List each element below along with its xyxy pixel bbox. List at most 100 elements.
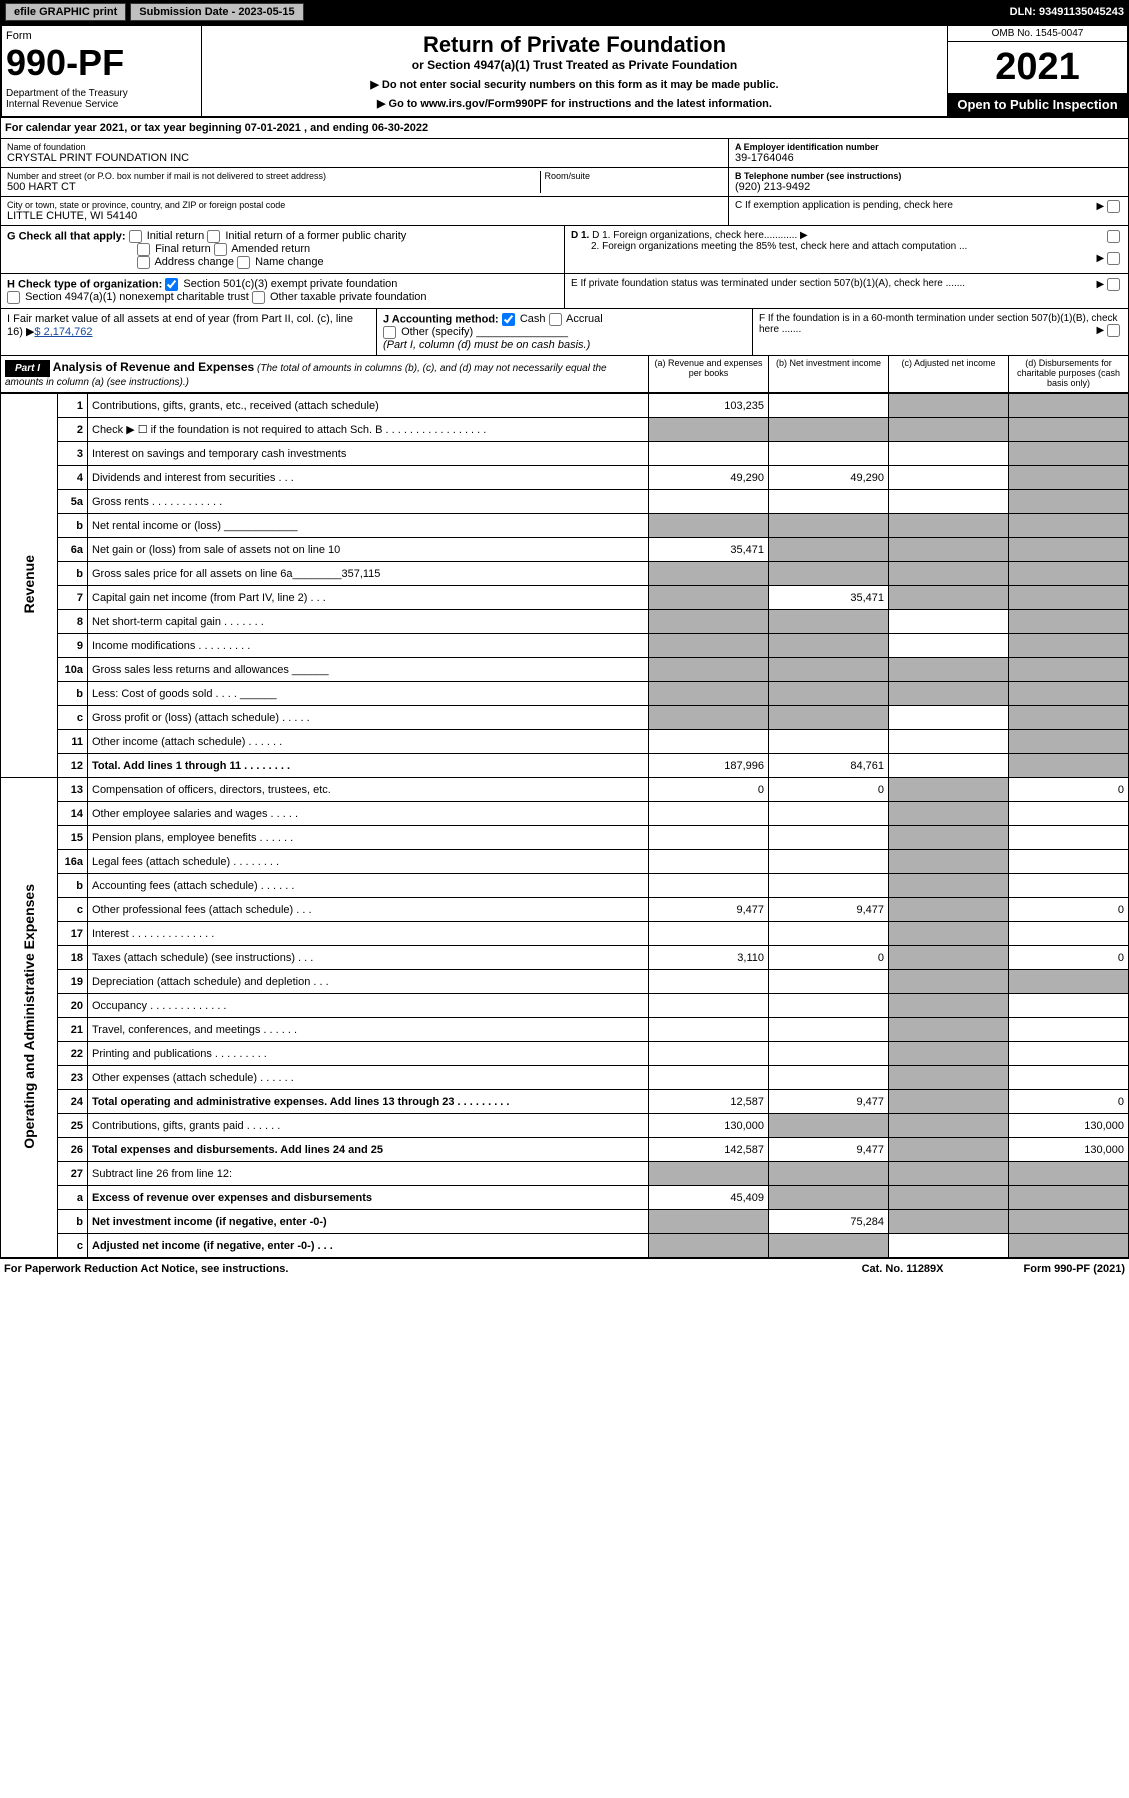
g-initial-return[interactable]	[129, 230, 142, 243]
cell-a	[649, 1018, 769, 1042]
h-other-taxable[interactable]	[252, 291, 265, 304]
i-value: $ 2,174,762	[34, 326, 92, 338]
g-name[interactable]	[237, 256, 250, 269]
cell-c	[889, 1162, 1009, 1186]
room-label: Room/suite	[545, 171, 723, 181]
phone-label: B Telephone number (see instructions)	[735, 171, 1122, 181]
j-note: (Part I, column (d) must be on cash basi…	[383, 339, 590, 351]
cell-a	[649, 562, 769, 586]
cell-a	[649, 850, 769, 874]
part1-title: Analysis of Revenue and Expenses	[53, 360, 254, 374]
row-number: 6a	[58, 538, 88, 562]
cell-c	[889, 1090, 1009, 1114]
h-label: H Check type of organization:	[7, 278, 162, 290]
j-accrual[interactable]	[549, 313, 562, 326]
form-number: 990-PF	[6, 42, 197, 84]
h-501c3[interactable]	[165, 278, 178, 291]
cell-d	[1009, 994, 1129, 1018]
row-number: 15	[58, 826, 88, 850]
g-initial-former[interactable]	[207, 230, 220, 243]
cell-a: 103,235	[649, 394, 769, 418]
table-row: 26Total expenses and disbursements. Add …	[1, 1138, 1129, 1162]
ein-value: 39-1764046	[735, 152, 1122, 164]
row-label: Total expenses and disbursements. Add li…	[88, 1138, 649, 1162]
cell-d: 0	[1009, 946, 1129, 970]
cell-a	[649, 730, 769, 754]
row-number: 9	[58, 634, 88, 658]
revenue-side-label: Revenue	[1, 394, 58, 778]
cell-b	[769, 610, 889, 634]
d1-text: D 1. Foreign organizations, check here..…	[592, 230, 797, 241]
h-opt-0: Section 501(c)(3) exempt private foundat…	[183, 278, 397, 290]
cell-d: 130,000	[1009, 1114, 1129, 1138]
j-other[interactable]	[383, 326, 396, 339]
h-4947[interactable]	[7, 291, 20, 304]
section-j: J Accounting method: Cash Accrual Other …	[377, 309, 752, 355]
table-row: 25Contributions, gifts, grants paid . . …	[1, 1114, 1129, 1138]
g-opt-3: Amended return	[231, 243, 310, 255]
cell-c	[889, 994, 1009, 1018]
row-label: Income modifications . . . . . . . . .	[88, 634, 649, 658]
g-final[interactable]	[137, 243, 150, 256]
cell-a	[649, 826, 769, 850]
cell-b	[769, 658, 889, 682]
g-address[interactable]	[137, 256, 150, 269]
cell-b: 9,477	[769, 898, 889, 922]
cell-c	[889, 778, 1009, 802]
foundation-name: CRYSTAL PRINT FOUNDATION INC	[7, 152, 722, 164]
cell-d	[1009, 754, 1129, 778]
submission-date: Submission Date - 2023-05-15	[130, 3, 303, 21]
table-row: bNet investment income (if negative, ent…	[1, 1210, 1129, 1234]
table-row: 5aGross rents . . . . . . . . . . . .	[1, 490, 1129, 514]
section-g: G Check all that apply: Initial return I…	[1, 226, 564, 273]
row-number: 8	[58, 610, 88, 634]
city-label: City or town, state or province, country…	[7, 200, 722, 210]
row-number: 3	[58, 442, 88, 466]
cell-c	[889, 730, 1009, 754]
row-number: 12	[58, 754, 88, 778]
cell-d: 130,000	[1009, 1138, 1129, 1162]
table-row: 20Occupancy . . . . . . . . . . . . .	[1, 994, 1129, 1018]
open-public: Open to Public Inspection	[948, 93, 1127, 116]
row-number: 16a	[58, 850, 88, 874]
cell-b	[769, 514, 889, 538]
cell-a: 142,587	[649, 1138, 769, 1162]
cell-a	[649, 682, 769, 706]
table-row: bGross sales price for all assets on lin…	[1, 562, 1129, 586]
g-amended[interactable]	[214, 243, 227, 256]
row-label: Pension plans, employee benefits . . . .…	[88, 826, 649, 850]
cell-a: 49,290	[649, 466, 769, 490]
j-label: J Accounting method:	[383, 313, 499, 325]
cell-c	[889, 418, 1009, 442]
d2-checkbox[interactable]	[1107, 252, 1120, 265]
cell-b	[769, 730, 889, 754]
cell-b	[769, 994, 889, 1018]
cell-a	[649, 1066, 769, 1090]
c-checkbox[interactable]	[1107, 200, 1120, 213]
cell-b: 49,290	[769, 466, 889, 490]
cell-c	[889, 1234, 1009, 1258]
cell-d	[1009, 730, 1129, 754]
j-cash[interactable]	[502, 313, 515, 326]
f-label: F If the foundation is in a 60-month ter…	[759, 313, 1118, 335]
table-row: 8Net short-term capital gain . . . . . .…	[1, 610, 1129, 634]
row-label: Capital gain net income (from Part IV, l…	[88, 586, 649, 610]
d1-checkbox[interactable]	[1107, 230, 1120, 243]
row-label: Contributions, gifts, grants, etc., rece…	[88, 394, 649, 418]
cell-b	[769, 538, 889, 562]
cell-b	[769, 682, 889, 706]
j-accrual-label: Accrual	[566, 313, 603, 325]
cell-d	[1009, 802, 1129, 826]
row-label: Interest . . . . . . . . . . . . . .	[88, 922, 649, 946]
col-c-header: (c) Adjusted net income	[888, 356, 1008, 392]
row-label: Taxes (attach schedule) (see instruction…	[88, 946, 649, 970]
cell-c	[889, 514, 1009, 538]
expenses-side-label: Operating and Administrative Expenses	[1, 778, 58, 1258]
efile-button[interactable]: efile GRAPHIC print	[5, 3, 126, 21]
table-row: Operating and Administrative Expenses13C…	[1, 778, 1129, 802]
e-checkbox[interactable]	[1107, 278, 1120, 291]
table-row: 10aGross sales less returns and allowanc…	[1, 658, 1129, 682]
f-checkbox[interactable]	[1107, 324, 1120, 337]
cell-d	[1009, 1162, 1129, 1186]
cell-b	[769, 922, 889, 946]
